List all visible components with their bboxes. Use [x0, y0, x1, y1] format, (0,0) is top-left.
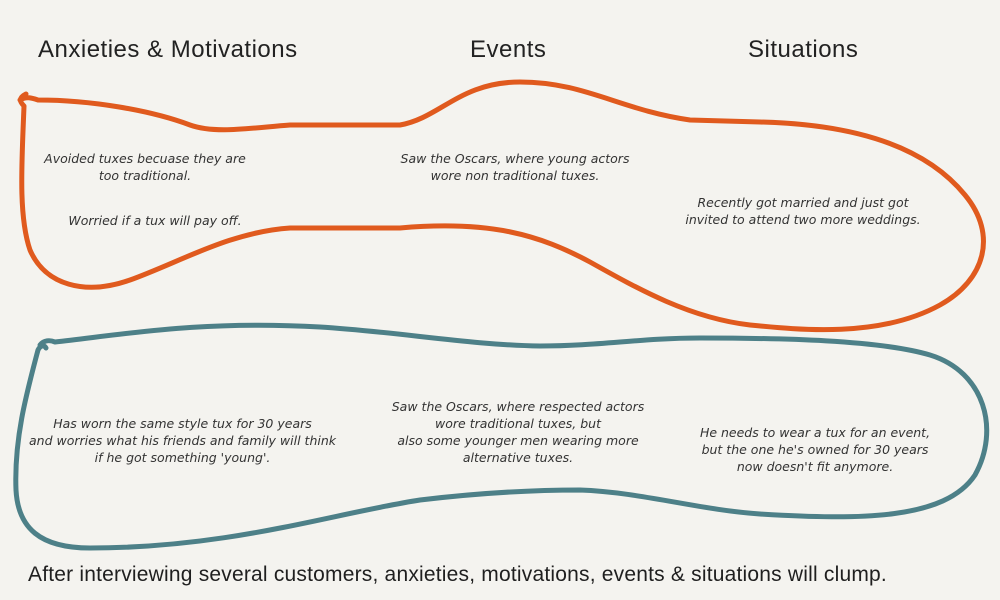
- teal-cluster-outline: [13, 322, 990, 551]
- note-line: but the one he's owned for 30 years: [701, 442, 929, 457]
- header-situations: Situations: [748, 36, 859, 63]
- orange-cluster-outline: [17, 79, 986, 333]
- note-line: if he got something 'young'.: [94, 450, 271, 465]
- orange-situations-note: Recently got married and just got invite…: [668, 194, 938, 228]
- teal-anxieties-note: Has worn the same style tux for 30 years…: [15, 415, 350, 466]
- teal-events-note: Saw the Oscars, where respected actors w…: [378, 398, 658, 466]
- note-line: Saw the Oscars, where young actors: [400, 151, 630, 166]
- header-anxieties-motivations: Anxieties & Motivations: [38, 36, 298, 63]
- note-line: alternative tuxes.: [462, 450, 574, 465]
- note-line: Recently got married and just got: [697, 195, 909, 210]
- orange-anxieties-note-2: Worried if a tux will pay off.: [40, 212, 270, 229]
- orange-anxieties-note: Avoided tuxes becuase they are too tradi…: [30, 150, 260, 184]
- note-line: now doesn't fit anymore.: [736, 459, 894, 474]
- orange-events-note: Saw the Oscars, where young actors wore …: [385, 150, 645, 184]
- note-line: invited to attend two more weddings.: [685, 212, 921, 227]
- note-line: Avoided tuxes becuase they are: [44, 151, 246, 166]
- header-events: Events: [470, 36, 547, 63]
- note-line: too traditional.: [98, 168, 192, 183]
- note-line: Saw the Oscars, where respected actors: [391, 399, 645, 414]
- diagram-caption: After interviewing several customers, an…: [28, 563, 887, 586]
- note-line: Has worn the same style tux for 30 years: [53, 416, 312, 431]
- note-line: Worried if a tux will pay off.: [68, 213, 242, 228]
- note-line: He needs to wear a tux for an event,: [699, 425, 931, 440]
- note-line: also some younger men wearing more: [397, 433, 639, 448]
- teal-situations-note: He needs to wear a tux for an event, but…: [680, 424, 950, 475]
- note-line: wore traditional tuxes, but: [435, 416, 601, 431]
- note-line: wore non traditional tuxes.: [430, 168, 600, 183]
- note-line: and worries what his friends and family …: [28, 433, 336, 448]
